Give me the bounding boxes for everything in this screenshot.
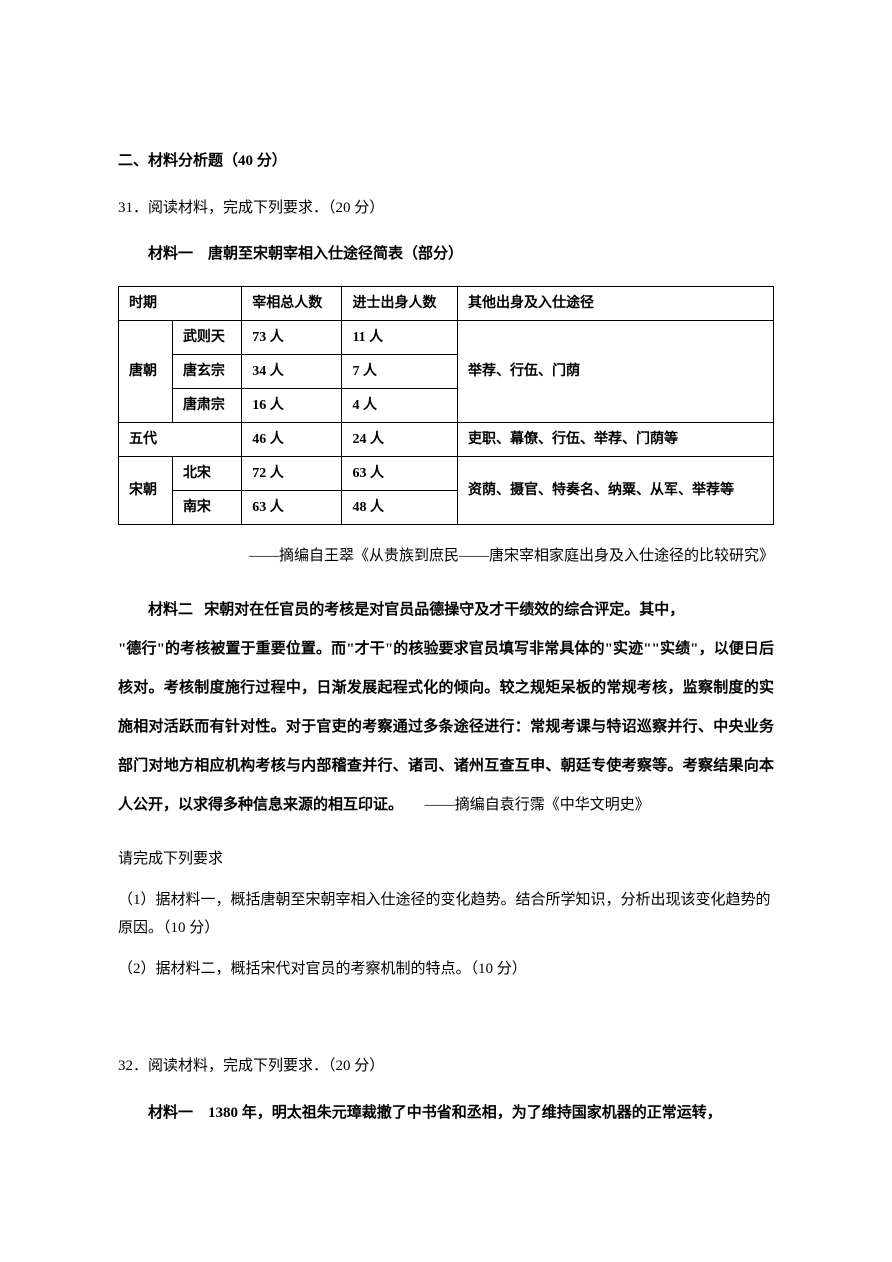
cell: 48 人 — [342, 490, 458, 524]
section-title: 二、材料分析题（40 分） — [118, 150, 774, 173]
cell: 63 人 — [242, 490, 342, 524]
cell: 63 人 — [342, 456, 458, 490]
cell: 南宋 — [172, 490, 241, 524]
cell-song-other: 资荫、摄官、特奏名、纳粟、从军、举荐等 — [458, 456, 774, 524]
table-row: 唐朝 武则天 73 人 11 人 举荐、行伍、门荫 — [119, 320, 774, 354]
material2-body-rest: "德行"的考核被置于重要位置。而"才干"的核验要求官员填写非常具体的"实迹""实… — [118, 641, 774, 813]
cell: 34 人 — [242, 354, 342, 388]
cell: 唐玄宗 — [172, 354, 241, 388]
material2-body: 材料二 宋朝对在任官员的考核是对官员品德操守及才干绩效的综合评定。其中， "德行… — [118, 591, 774, 825]
q32-material1-line: 材料一 1380 年，明太祖朱元璋裁撤了中书省和丞相，为了维持国家机器的正常运转… — [118, 1102, 774, 1125]
material1-source: ——摘编自王翠《从贵族到庶民——唐宋宰相家庭出身及入仕途径的比较研究》 — [118, 545, 774, 568]
col-other: 其他出身及入仕途径 — [458, 286, 774, 320]
cell-wudai-other: 吏职、幕僚、行伍、举荐、门荫等 — [458, 422, 774, 456]
cell: 唐肃宗 — [172, 388, 241, 422]
cell-song: 宋朝 — [119, 456, 173, 524]
cell: 4 人 — [342, 388, 458, 422]
col-period: 时期 — [119, 286, 242, 320]
cell-wudai: 五代 — [119, 422, 242, 456]
cell: 72 人 — [242, 456, 342, 490]
cell: 7 人 — [342, 354, 458, 388]
cell: 武则天 — [172, 320, 241, 354]
cell: 16 人 — [242, 388, 342, 422]
q31-sub1: （1）据材料一，概括唐朝至宋朝宰相入仕途径的变化趋势。结合所学知识，分析出现该变… — [118, 886, 774, 943]
q32-intro: 32．阅读材料，完成下列要求．（20 分） — [118, 1055, 774, 1078]
material2-source: ——摘编自袁行霈《中华文明史》 — [425, 797, 650, 813]
spacer — [118, 995, 774, 1055]
cell: 北宋 — [172, 456, 241, 490]
cell-tang: 唐朝 — [119, 320, 173, 422]
material1-title: 唐朝至宋朝宰相入仕途径简表（部分） — [208, 246, 463, 262]
col-total: 宰相总人数 — [242, 286, 342, 320]
material1-table: 时期 宰相总人数 进士出身人数 其他出身及入仕途径 唐朝 武则天 73 人 11… — [118, 286, 774, 525]
q32-material1-label: 材料一 — [148, 1105, 193, 1121]
cell: 11 人 — [342, 320, 458, 354]
q31-intro: 31．阅读材料，完成下列要求．（20 分） — [118, 197, 774, 220]
q32-material1-body: 1380 年，明太祖朱元璋裁撤了中书省和丞相，为了维持国家机器的正常运转， — [208, 1105, 722, 1121]
table-row: 五代 46 人 24 人 吏职、幕僚、行伍、举荐、门荫等 — [119, 422, 774, 456]
cell: 46 人 — [242, 422, 342, 456]
cell: 24 人 — [342, 422, 458, 456]
table-row: 宋朝 北宋 72 人 63 人 资荫、摄官、特奏名、纳粟、从军、举荐等 — [119, 456, 774, 490]
cell-tang-other: 举荐、行伍、门荫 — [458, 320, 774, 422]
q31-material1-title-line: 材料一 唐朝至宋朝宰相入仕途径简表（部分） — [118, 243, 774, 266]
cell: 73 人 — [242, 320, 342, 354]
material1-label: 材料一 — [148, 246, 193, 262]
material2-body-first: 宋朝对在任官员的考核是对官员品德操守及才干绩效的综合评定。其中， — [204, 602, 684, 618]
table-header-row: 时期 宰相总人数 进士出身人数 其他出身及入仕途径 — [119, 286, 774, 320]
material2-label: 材料二 — [148, 602, 193, 618]
col-jinshi: 进士出身人数 — [342, 286, 458, 320]
q31-sub2: （2）据材料二，概括宋代对官员的考察机制的特点。（10 分） — [118, 955, 774, 984]
q31-subprompt-header: 请完成下列要求 — [118, 845, 774, 874]
